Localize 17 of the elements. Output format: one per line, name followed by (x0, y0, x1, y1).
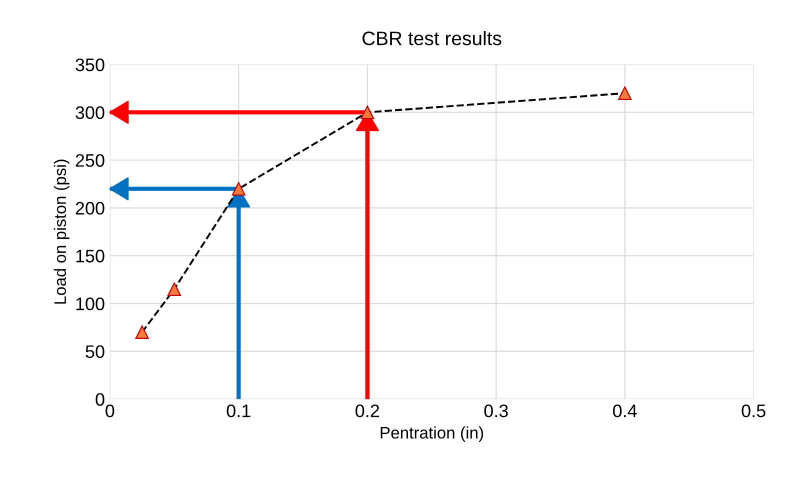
y-axis-title: Load on piston (psi) (54, 160, 70, 304)
x-tick-label: 0 (106, 404, 114, 418)
y-tick-label: 50 (86, 345, 104, 358)
x-tick-label: 0.4 (613, 404, 637, 418)
y-tick-label: 350 (76, 58, 104, 72)
x-tick-label: 0.3 (484, 404, 508, 418)
chart-title: CBR test results (362, 30, 502, 46)
y-tick-label: 250 (76, 154, 104, 167)
y-tick-label: 300 (76, 106, 104, 120)
x-axis-title: Pentration (in) (380, 426, 484, 442)
y-tick-label: 0 (96, 393, 104, 406)
y-tick-label: 200 (76, 202, 104, 215)
x-tick-label: 0.2 (356, 404, 380, 418)
y-tick-label: 150 (76, 250, 104, 262)
y-tick-label: 100 (76, 297, 104, 310)
x-tick-label: 0.1 (226, 404, 250, 418)
x-tick-label: 0.5 (742, 404, 766, 418)
